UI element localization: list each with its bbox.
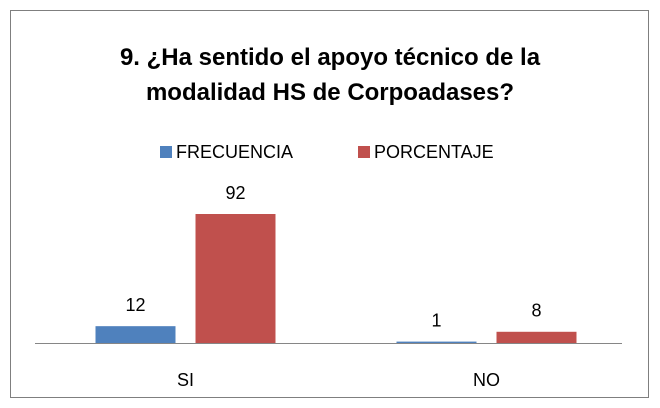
legend-swatch (160, 146, 172, 158)
data-label: 92 (225, 183, 245, 203)
legend-label: PORCENTAJE (374, 142, 494, 162)
bar (195, 214, 276, 343)
data-label: 8 (531, 301, 541, 321)
bar (496, 331, 577, 343)
legend-swatch (358, 146, 370, 158)
x-tick-label: SI (177, 370, 194, 390)
bar (396, 341, 477, 343)
legend-label: FRECUENCIA (176, 142, 293, 162)
data-label: 1 (431, 310, 441, 330)
chart-title: 9. ¿Ha sentido el apoyo técnico de la mo… (119, 44, 541, 106)
x-tick-label: NO (473, 370, 500, 390)
bar (95, 326, 176, 343)
data-label: 12 (125, 295, 145, 315)
